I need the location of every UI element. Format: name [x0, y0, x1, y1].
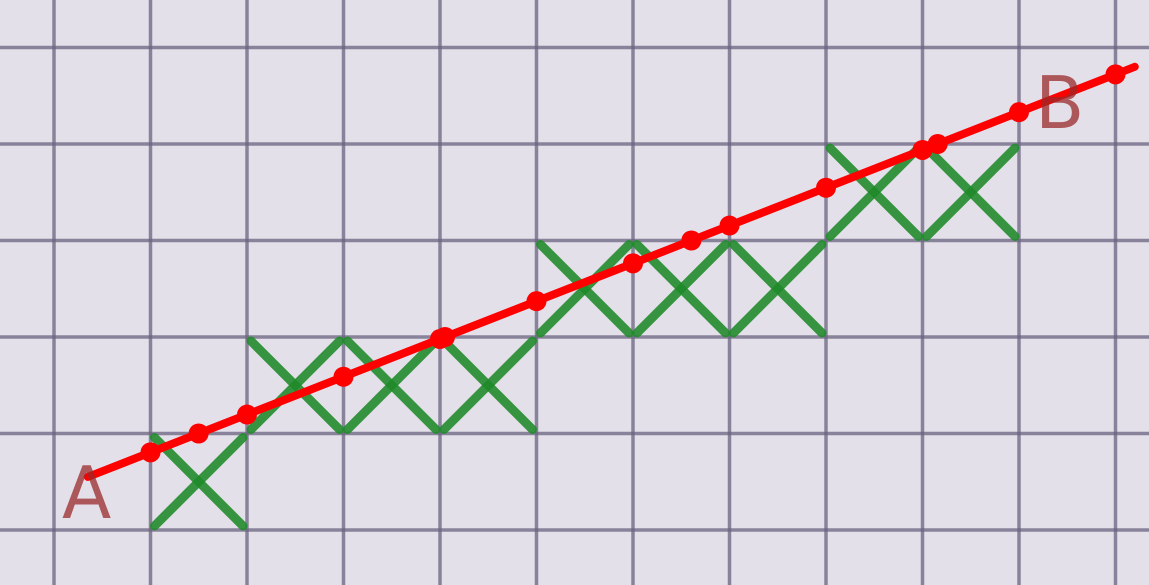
- ideal-line-segment: [83, 62, 1139, 481]
- cross-mark: [729, 240, 827, 338]
- intersection-point: [1009, 102, 1029, 123]
- intersection-point: [140, 442, 161, 463]
- cross-stroke: [246, 336, 344, 434]
- intersection-point: [816, 177, 836, 198]
- cross-stroke: [632, 240, 730, 338]
- cross-stroke: [729, 240, 827, 338]
- cross-mark: [439, 336, 537, 434]
- cross-mark: [922, 143, 1020, 241]
- intersection-point: [623, 253, 643, 274]
- intersection-point: [912, 139, 933, 160]
- cross-mark: [343, 336, 441, 434]
- cross-stroke: [439, 336, 537, 434]
- cross-mark: [150, 433, 248, 531]
- intersection-point: [927, 134, 948, 154]
- intersection-point: [1105, 64, 1126, 85]
- intersection-point: [188, 423, 209, 444]
- intersection-point: [333, 366, 354, 387]
- cross-mark: [825, 143, 923, 241]
- cross-stroke: [343, 336, 441, 434]
- intersection-points: [140, 64, 1126, 463]
- endpoint-label-a: A: [62, 451, 111, 535]
- cross-stroke: [536, 240, 634, 338]
- segment-line: [83, 62, 1139, 481]
- intersection-point: [681, 230, 702, 251]
- cross-mark: [246, 336, 344, 434]
- marked-pixel-crosses: [150, 143, 1020, 531]
- cross-stroke: [825, 143, 923, 241]
- cross-mark: [536, 240, 634, 338]
- cross-stroke: [150, 433, 248, 531]
- endpoint-label-b: B: [1035, 61, 1084, 145]
- intersection-point: [237, 404, 257, 425]
- intersection-point: [526, 291, 547, 312]
- intersection-point: [434, 327, 455, 347]
- cross-stroke: [922, 143, 1020, 241]
- intersection-point: [719, 215, 740, 236]
